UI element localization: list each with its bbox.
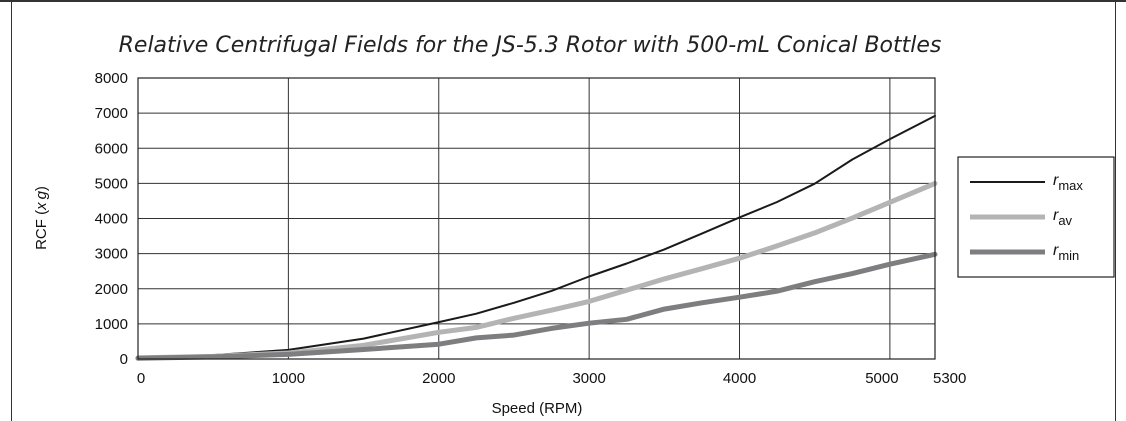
y-tick-label: 4000 [95,211,128,228]
legend-label-min: rmin [1053,242,1079,263]
y-tick-label: 2000 [95,281,128,298]
legend-label-subscript: max [1058,178,1083,193]
legend-label-av: rav [1053,207,1073,228]
series-line-min [135,251,938,361]
y-axis-label: RCF (xg) [33,186,50,250]
x-tick-label: 0 [137,370,145,387]
y-axis-label-x: x [33,202,50,211]
x-tick-label: 5300 [933,370,966,387]
x-tick-label: 2000 [422,370,455,387]
plot-border [137,77,936,360]
legend-label-max: rmax [1053,172,1083,193]
legend-label-symbol: r [1053,172,1059,189]
y-tick-label: 6000 [95,140,128,157]
x-tick-label: 1000 [272,370,305,387]
grid [138,78,935,359]
y-axis-label-g: g [33,190,50,199]
series-layer [135,114,938,361]
y-axis-label-close: ) [33,186,50,191]
y-tick-label: 3000 [95,246,128,263]
y-tick-label: 5000 [95,175,128,192]
series-line-max [137,114,936,359]
x-tick-labels: 0 1000 2000 3000 4000 5000 5300 [137,370,967,387]
y-tick-label: 8000 [95,70,128,87]
legend-label-symbol: r [1053,207,1059,224]
y-tick-label: 0 [120,351,128,368]
x-tick-label: 5000 [865,370,898,387]
chart-title: Relative Centrifugal Fields for the JS-5… [119,33,942,58]
series-line-av [135,180,938,361]
x-tick-label: 3000 [572,370,605,387]
frame-top-border [0,0,1126,2]
legend-label-subscript: min [1058,248,1079,263]
y-tick-label: 1000 [95,316,128,333]
y-tick-label: 7000 [95,105,128,122]
x-axis-label: Speed (RPM) [492,400,583,417]
x-tick-label: 4000 [723,370,756,387]
legend-label-subscript: av [1058,213,1072,228]
frame-left-border [11,0,12,421]
y-axis-label-main: RCF ( [33,210,50,250]
y-tick-labels: 0 1000 2000 3000 4000 5000 6000 7000 8000 [95,70,128,368]
legend-label-symbol: r [1053,242,1059,259]
frame-right-border [1115,0,1116,421]
